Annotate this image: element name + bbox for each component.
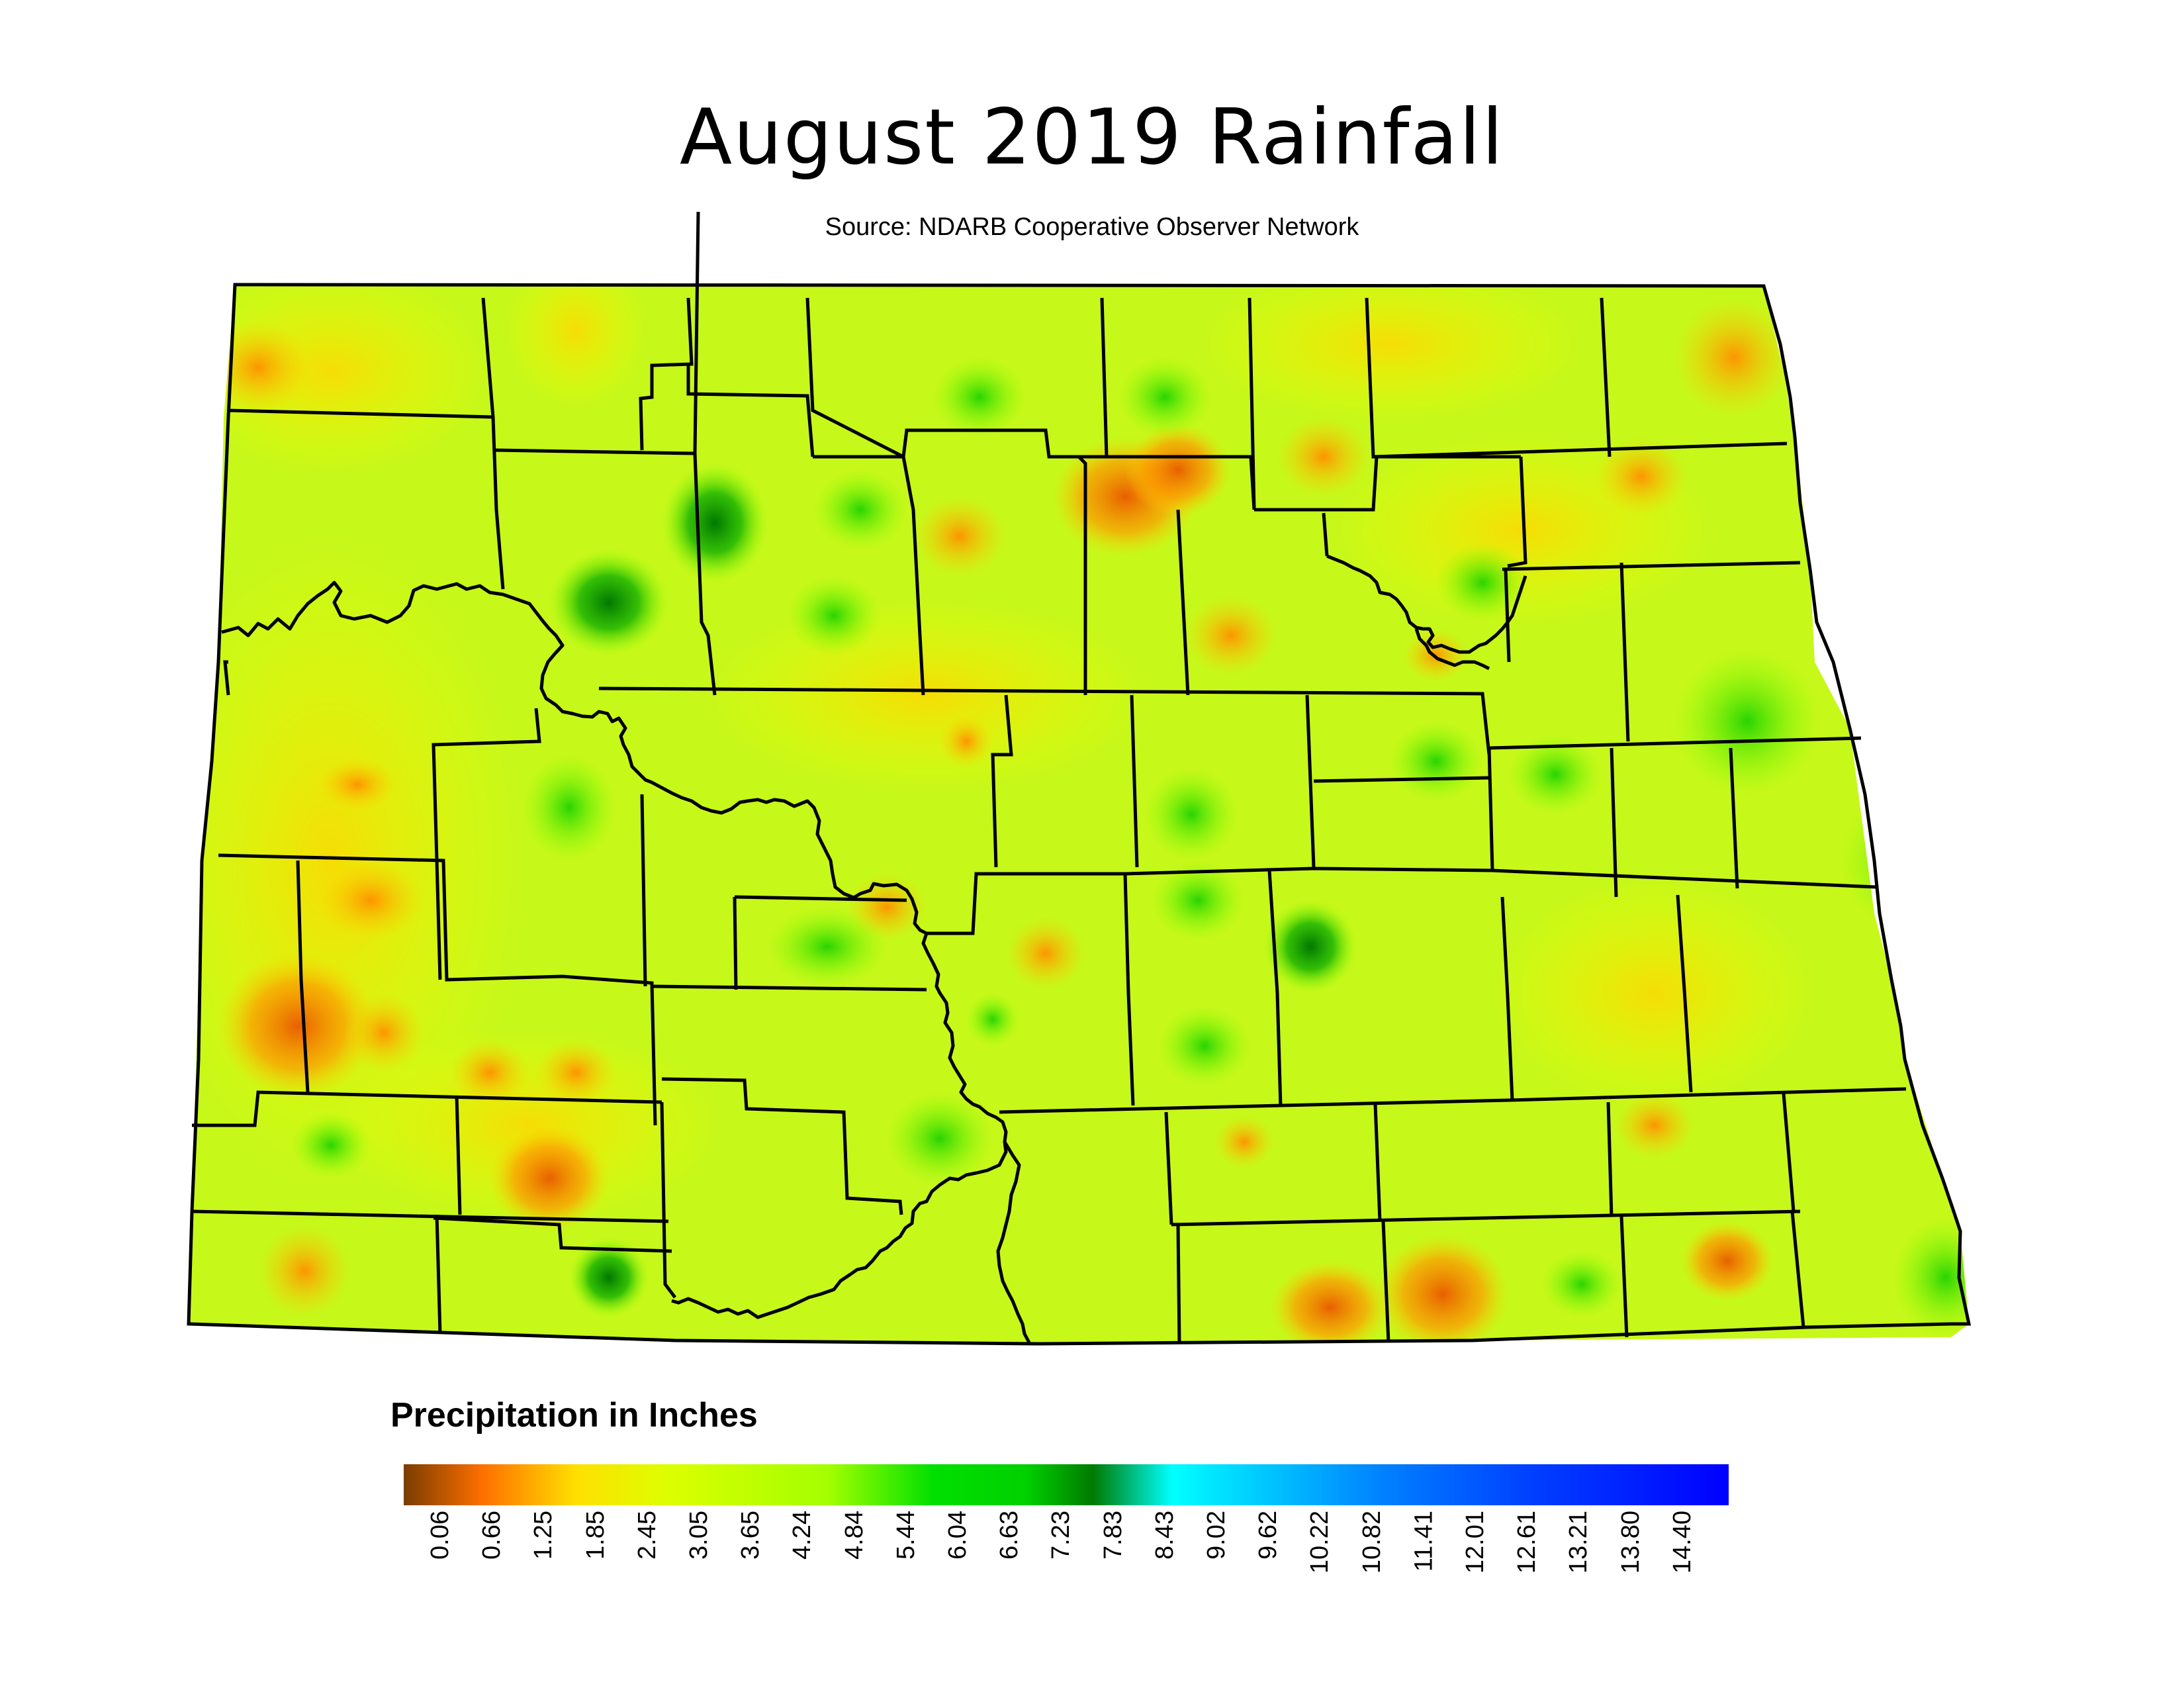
legend-tick-text: 10.82 xyxy=(1357,1511,1386,1574)
county-lines xyxy=(191,211,1907,1344)
legend-tick-labels: 0.06 0.66 1.25 1.85 2.45 3.05 3.65 4.24 4.84 5.44… xyxy=(404,1511,1729,1597)
legend-tick-text: 9.02 xyxy=(1203,1511,1230,1560)
legend-tick-text: 6.04 xyxy=(944,1511,972,1560)
legend-tick-text: 11.41 xyxy=(1409,1511,1437,1572)
map-title: August 2019 Rainfall xyxy=(679,93,1505,182)
legend-tick-text: 8.43 xyxy=(1150,1511,1179,1560)
legend-tick-text: 12.61 xyxy=(1513,1511,1541,1574)
legend-tick-text: 4.84 xyxy=(840,1511,868,1560)
legend-tick-text: 10.22 xyxy=(1306,1511,1334,1574)
legend-tick-text: 3.05 xyxy=(685,1511,713,1560)
legend-tick-text: 7.23 xyxy=(1047,1511,1075,1560)
legend-tick-text: 1.25 xyxy=(529,1511,558,1560)
river-lines xyxy=(221,554,1527,1344)
legend-tick-text: 2.45 xyxy=(633,1511,661,1560)
legend-title: Precipitation in Inches xyxy=(390,1396,758,1434)
legend-tick-text: 13.21 xyxy=(1565,1511,1593,1574)
legend-tick-text: 12.01 xyxy=(1461,1511,1489,1574)
legend-tick-text: 9.62 xyxy=(1254,1511,1283,1560)
legend-tick-text: 3.65 xyxy=(737,1511,765,1560)
legend-tick-text: 1.85 xyxy=(581,1511,610,1560)
legend-tick-text: 13.80 xyxy=(1616,1511,1645,1574)
legend-tick-text: 14.40 xyxy=(1668,1511,1696,1574)
legend-color-bar xyxy=(404,1464,1729,1505)
map-subtitle: Source: NDARB Cooperative Observer Netwo… xyxy=(825,213,1359,241)
rainfall-field xyxy=(189,285,1969,1344)
legend-tick-text: 5.44 xyxy=(891,1511,920,1560)
legend-tick-text: 0.06 xyxy=(426,1511,454,1560)
legend-tick-text: 0.66 xyxy=(478,1511,506,1560)
legend-tick-text: 7.83 xyxy=(1099,1511,1127,1560)
legend-tick-text: 4.24 xyxy=(788,1511,817,1560)
state-outline xyxy=(187,283,1972,1346)
legend-tick-text: 6.63 xyxy=(995,1511,1024,1560)
